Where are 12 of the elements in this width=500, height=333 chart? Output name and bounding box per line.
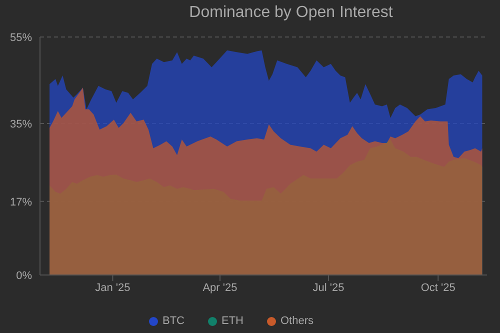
x-tick-label: Oct '25: [420, 282, 456, 294]
x-tick-label: Jan '25: [95, 282, 130, 294]
y-tick-label: 0%: [16, 270, 32, 282]
chart-title: Dominance by Open Interest: [188, 4, 394, 22]
legend-label: Others: [280, 315, 314, 327]
y-tick-label: 17%: [10, 196, 32, 208]
legend-label: BTC: [162, 315, 184, 327]
x-tick-label: Apr '25: [202, 282, 238, 294]
y-tick-label: 55%: [10, 32, 32, 44]
y-tick-label: 35%: [10, 118, 32, 130]
x-tick-label: Jul '25: [312, 282, 344, 294]
legend-label: ETH: [221, 315, 244, 327]
